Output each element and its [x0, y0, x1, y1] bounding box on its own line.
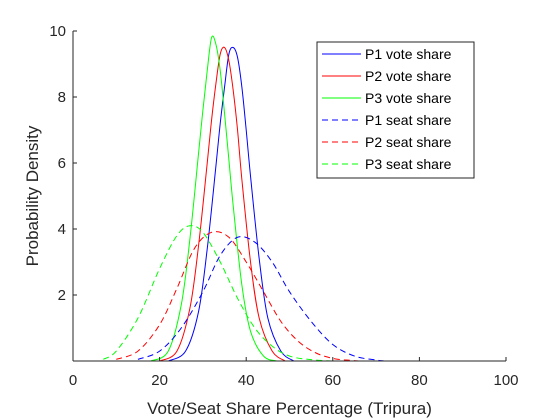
x-tick-label: 80 [411, 372, 428, 389]
x-tick-label: 20 [151, 372, 168, 389]
ticks-layer: 0 20 40 60 80 100 2 4 6 8 10 [49, 23, 518, 389]
legend-label-4: P1 seat share [365, 112, 452, 128]
legend: P1 vote share P2 vote share P3 vote share P… [316, 41, 475, 179]
y-tick-label: 2 [58, 287, 66, 304]
y-tick-label: 10 [49, 23, 66, 40]
x-tick-label: 40 [238, 372, 255, 389]
y-tick-label: 4 [58, 221, 66, 238]
legend-label-3: P3 vote share [365, 90, 452, 106]
series-line-4 [137, 236, 385, 362]
series-line-3 [150, 35, 277, 362]
x-tick-label: 0 [69, 372, 77, 389]
x-tick-label: 60 [324, 372, 341, 389]
series-line-5 [116, 231, 359, 362]
series-line-2 [159, 46, 286, 362]
series-layer [103, 35, 385, 362]
legend-box [316, 41, 475, 179]
legend-label-2: P2 vote share [365, 68, 452, 84]
axes-layer [72, 31, 506, 362]
y-tick-label: 8 [58, 89, 66, 106]
series-line-1 [168, 46, 295, 362]
series-line-6 [103, 225, 333, 362]
x-tick-label: 100 [493, 372, 518, 389]
legend-label-1: P1 vote share [365, 46, 452, 62]
legend-label-5: P2 seat share [365, 134, 452, 150]
y-axis-title: Probability Density [23, 125, 42, 266]
y-tick-label: 6 [58, 155, 66, 172]
x-axis-title: Vote/Seat Share Percentage (Tripura) [147, 399, 432, 418]
legend-label-6: P3 seat share [365, 156, 452, 172]
